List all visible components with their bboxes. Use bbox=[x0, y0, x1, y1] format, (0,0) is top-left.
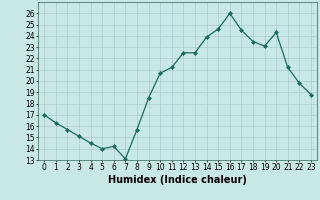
X-axis label: Humidex (Indice chaleur): Humidex (Indice chaleur) bbox=[108, 175, 247, 185]
